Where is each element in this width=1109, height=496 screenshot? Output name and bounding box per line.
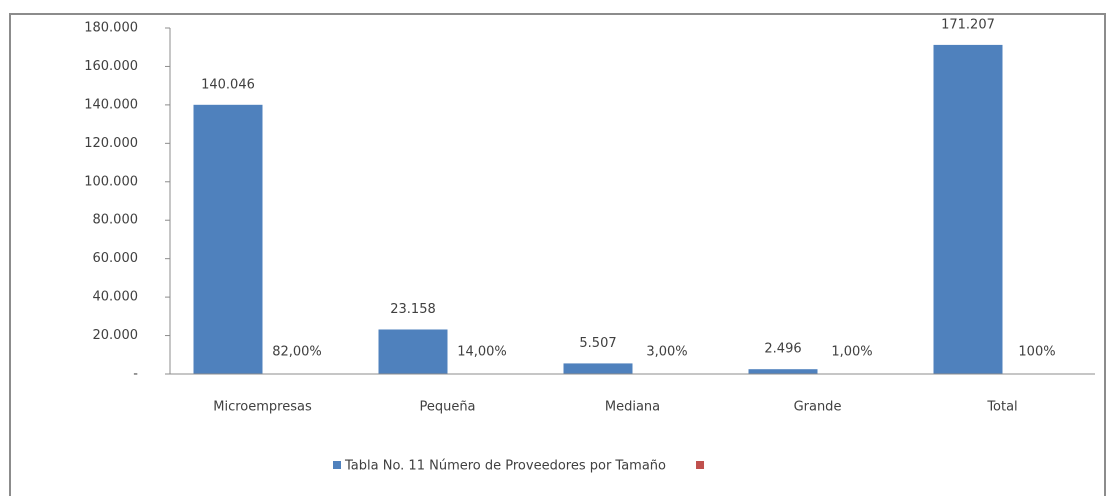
value-label: 100% (1018, 344, 1055, 359)
value-label: 3,00% (646, 344, 687, 359)
bar (748, 369, 818, 374)
y-tick-label: 120.000 (84, 136, 138, 151)
legend-swatch (333, 461, 341, 469)
chart-frame (9, 13, 1106, 496)
y-tick-label: 60.000 (93, 251, 139, 266)
x-tick-label: Microempresas (213, 400, 312, 415)
legend-label: Tabla No. 11 Número de Proveedores por T… (344, 459, 666, 474)
x-tick-label: Total (986, 400, 1017, 415)
value-label: 171.207 (941, 17, 995, 32)
legend-swatch (696, 461, 705, 469)
x-tick-label: Grande (794, 400, 842, 415)
y-tick-label: 20.000 (93, 328, 139, 343)
x-tick-label: Mediana (605, 400, 660, 415)
value-label: 23.158 (390, 302, 436, 317)
bar (563, 363, 633, 374)
y-tick-label: 140.000 (84, 97, 138, 112)
value-label: 140.046 (201, 77, 255, 92)
bar (193, 104, 263, 374)
x-tick-label: Pequeña (419, 400, 475, 415)
value-label: 2.496 (764, 342, 801, 357)
y-tick-label: 160.000 (84, 59, 138, 74)
y-tick-label: 40.000 (93, 290, 139, 305)
value-label: 14,00% (457, 344, 507, 359)
y-tick-label: - (133, 367, 138, 382)
value-label: 5.507 (579, 336, 616, 351)
bar (933, 44, 1003, 374)
y-tick-label: 100.000 (84, 174, 138, 189)
y-tick-label: 80.000 (93, 213, 139, 228)
value-label: 82,00% (272, 344, 322, 359)
y-tick-label: 180.000 (84, 21, 138, 36)
value-label: 1,00% (831, 344, 872, 359)
bar (378, 329, 448, 374)
